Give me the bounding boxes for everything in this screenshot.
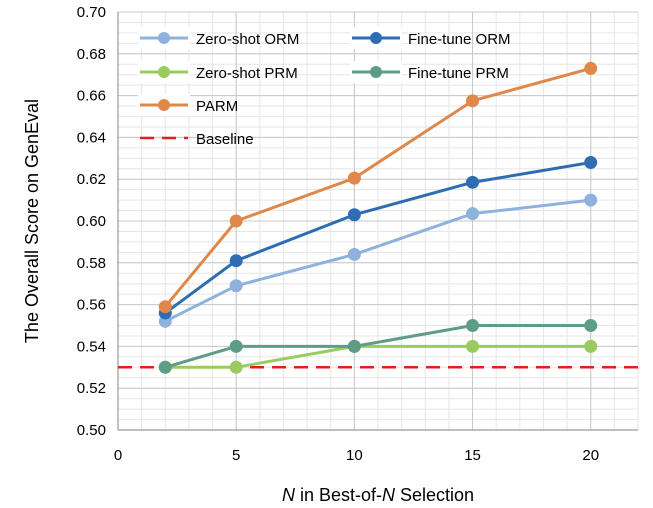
x-tick-label: 0 (114, 447, 122, 464)
data-point (229, 339, 243, 353)
data-point (584, 193, 598, 207)
data-point (466, 175, 480, 189)
y-axis-title: The Overall Score on GenEval (22, 99, 42, 343)
x-tick-label: 5 (232, 447, 240, 464)
legend-marker (158, 99, 170, 111)
data-point (584, 339, 598, 353)
data-point (347, 208, 361, 222)
series-layer (118, 61, 638, 374)
data-point (229, 279, 243, 293)
legend-label: Zero-shot PRM (196, 65, 298, 82)
axis-labels: N in Best-of-N Selection The Overall Scor… (22, 99, 474, 505)
legend-label: Fine-tune PRM (408, 65, 509, 82)
y-tick-label: 0.62 (77, 171, 106, 188)
data-point (229, 360, 243, 374)
data-point (584, 155, 598, 169)
legend-marker (370, 32, 382, 44)
data-point (229, 254, 243, 268)
legend-label: Baseline (196, 131, 254, 148)
y-tick-label: 0.50 (77, 422, 106, 439)
y-tick-label: 0.60 (77, 213, 106, 230)
y-tick-label: 0.64 (77, 129, 106, 146)
y-tick-label: 0.58 (77, 255, 106, 272)
data-point (347, 171, 361, 185)
data-point (584, 61, 598, 75)
legend: Zero-shot ORM Fine-tune ORM Zero-shot PRM F… (138, 27, 511, 148)
y-tick-label: 0.66 (77, 88, 106, 105)
y-tick-label: 0.56 (77, 297, 106, 314)
data-point (466, 94, 480, 108)
data-point (584, 319, 598, 332)
y-tick-label: 0.54 (77, 338, 106, 355)
legend-marker (158, 66, 170, 78)
data-point (466, 207, 480, 221)
legend-label: Zero-shot ORM (196, 31, 299, 48)
legend-label: PARM (196, 98, 238, 115)
x-tick-label: 20 (582, 447, 599, 464)
data-point (466, 339, 480, 353)
y-tick-label: 0.68 (77, 46, 106, 63)
x-tick-label: 15 (464, 447, 481, 464)
y-tick-label: 0.52 (77, 380, 106, 397)
x-axis-title: N in Best-of-N Selection (282, 485, 474, 505)
data-point (347, 247, 361, 261)
data-point (158, 300, 172, 314)
data-point (466, 319, 480, 332)
legend-label: Fine-tune ORM (408, 31, 511, 48)
axes: 0.50 0.52 0.54 0.56 0.58 0.60 0.62 0.64 0.66 0.68… (77, 4, 638, 464)
grid (117, 11, 639, 431)
y-tick-label: 0.70 (77, 4, 106, 21)
data-point (158, 360, 172, 374)
x-tick-label: 10 (346, 447, 363, 464)
legend-marker (158, 32, 170, 44)
legend-marker (370, 66, 382, 78)
data-point (229, 214, 243, 228)
data-point (347, 339, 361, 353)
